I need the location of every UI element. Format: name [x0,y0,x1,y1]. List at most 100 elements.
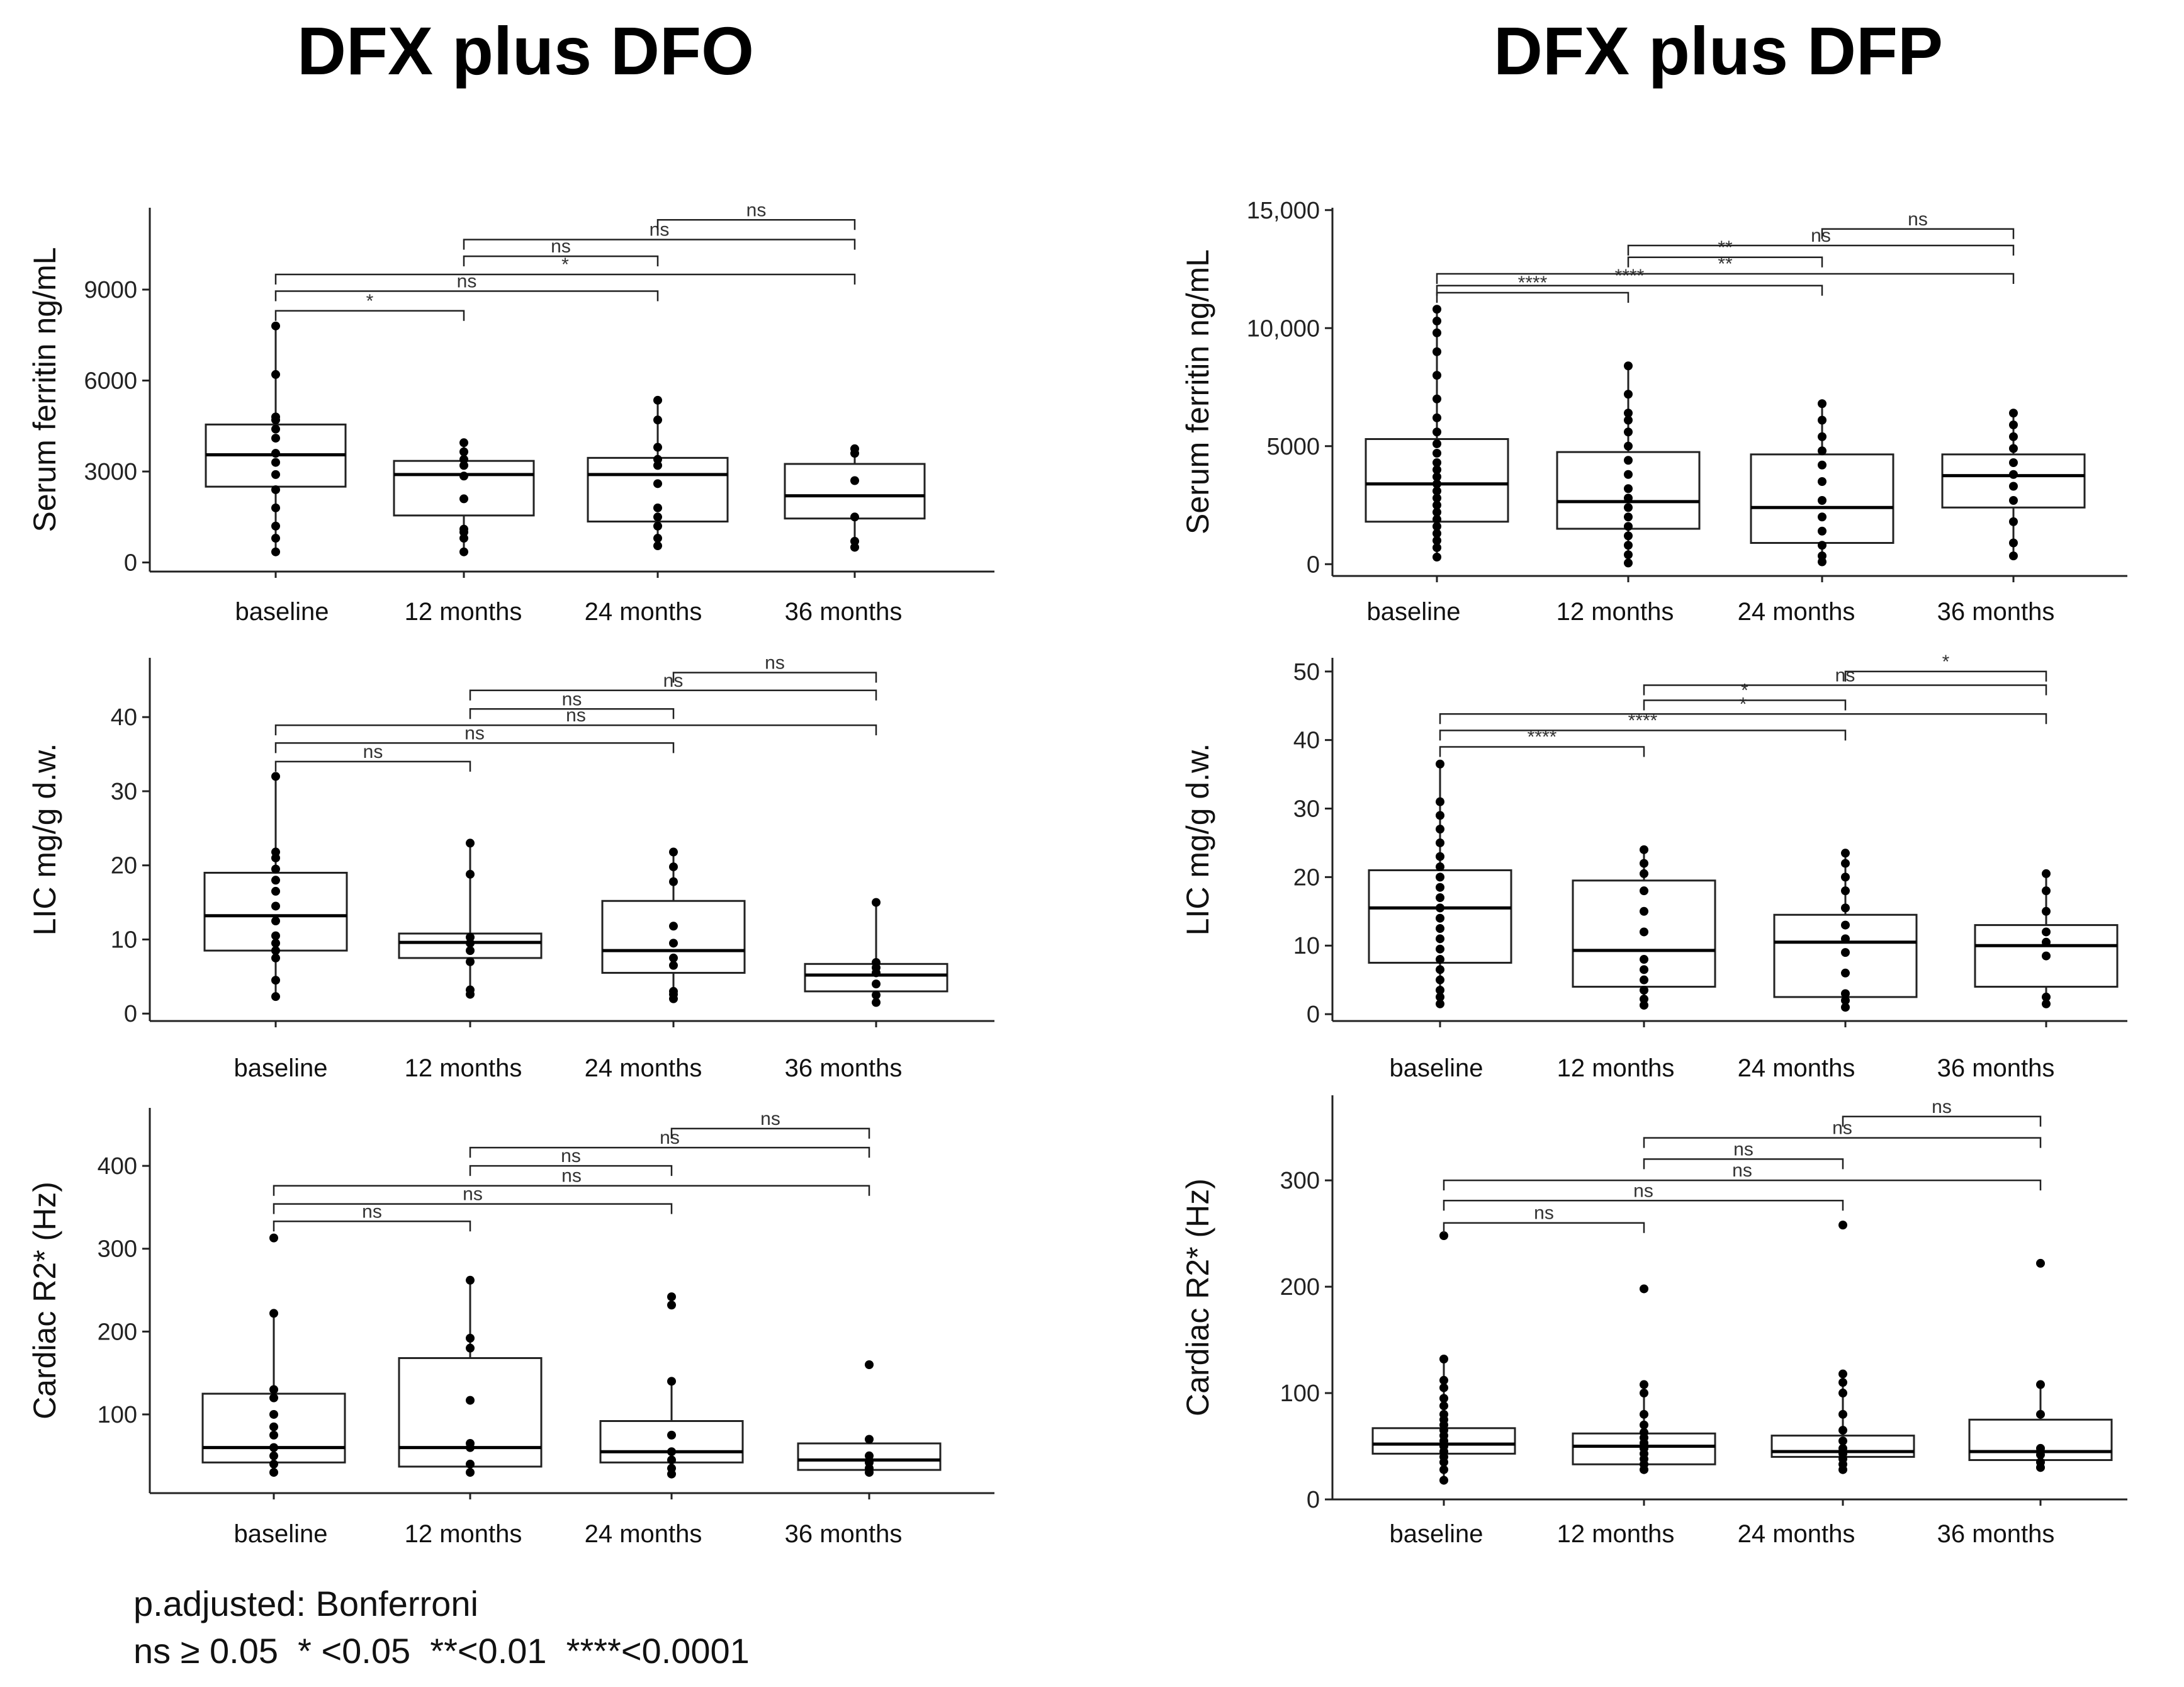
data-point [1841,996,1850,1005]
significance-bracket [1643,1137,2042,1148]
y-tick-label: 15,000 [1247,198,1320,224]
data-point [269,1309,278,1318]
significance-label: ns [650,220,670,240]
data-point [669,862,678,872]
significance-label: * [1740,694,1747,714]
data-point [269,1443,278,1452]
y-tick-label: 40 [1293,728,1320,754]
significance-bracket [1436,291,1630,303]
data-point [2036,1258,2045,1268]
data-point [1838,1378,1847,1387]
data-point [667,1377,676,1386]
data-point [466,1468,475,1477]
data-point [271,976,280,985]
data-point [1436,992,1444,1001]
data-point [1624,541,1633,550]
data-point [271,321,280,330]
data-point [850,543,859,552]
y-axis-label: Cardiac R2* (Hz) [1180,1178,1215,1416]
data-point [1433,394,1441,403]
data-point [872,979,881,989]
data-point [1640,1428,1648,1437]
y-tick-label: 9000 [84,277,137,303]
data-point [1433,371,1441,380]
data-point [2036,1457,2045,1467]
significance-bracket [273,1185,870,1196]
data-point [1624,503,1633,512]
data-point [2042,992,2051,1001]
data-point [1439,1383,1448,1392]
data-point [1436,913,1444,923]
data-point [269,1233,278,1243]
significance-bracket [656,219,856,230]
data-point [1838,1221,1847,1230]
data-point [1624,361,1633,371]
y-tick-label: 100 [1280,1380,1320,1407]
iqr-box [601,900,746,974]
significance-bracket [274,310,465,321]
data-point [669,939,678,948]
y-tick-label: 6000 [84,368,137,395]
significance-bracket [1842,1115,2042,1127]
y-tick-label: 10,000 [1247,315,1320,342]
significance-label: ns [1908,209,1928,230]
significance-bracket [463,255,659,267]
data-point [466,985,475,995]
data-point [271,521,280,531]
data-point [1818,446,1827,456]
significance-label: ns [363,742,383,762]
significance-label: ns [464,723,485,743]
data-point [269,1393,278,1402]
significance-bracket [469,708,675,719]
data-point [1841,968,1850,978]
significance-bracket [274,742,675,753]
data-point [850,536,859,546]
data-point [1436,965,1444,974]
data-point [1841,859,1850,868]
data-point [865,1451,874,1460]
data-point [2009,420,2018,429]
significance-bracket [1439,730,1847,741]
x-category-label: 24 months [585,598,702,626]
data-point [1433,328,1441,337]
data-point [271,992,280,1001]
data-point [269,1385,278,1394]
y-tick-label: 20 [1293,864,1320,891]
significance-label: ns [1932,1097,1952,1117]
significance-bracket [274,760,471,772]
data-point [669,961,678,970]
y-tick-label: 300 [1280,1168,1320,1194]
significance-label: ns [660,1127,680,1148]
footnote-adjustment: p.adjusted: Bonferroni [133,1584,478,1623]
data-point [850,444,859,453]
data-point [459,534,468,543]
data-point [466,946,475,956]
data-point [1640,955,1648,964]
data-point [1640,906,1648,916]
data-point [1624,484,1633,494]
data-point [466,1439,475,1448]
data-point [466,1333,475,1343]
data-point [271,503,280,512]
data-point [1841,948,1850,957]
significance-label: * [561,254,569,275]
data-point [653,461,662,470]
data-point [1439,1475,1448,1485]
data-point [2036,1380,2045,1389]
x-category-label: baseline [234,1054,327,1082]
significance-label: ns [1534,1203,1554,1224]
data-point [271,772,280,781]
x-category-label: 36 months [1937,1054,2055,1082]
data-point [1640,1409,1648,1419]
data-point [1439,1375,1448,1385]
significance-bracket [1436,273,2015,284]
data-point [1433,458,1441,467]
x-category-label: baseline [1389,1520,1483,1548]
data-point [2042,886,2051,896]
data-point [1640,1389,1648,1398]
data-point [1433,500,1441,510]
data-point [1433,439,1441,448]
data-point [459,547,468,556]
data-point [2009,432,2018,441]
data-point [1436,883,1444,892]
